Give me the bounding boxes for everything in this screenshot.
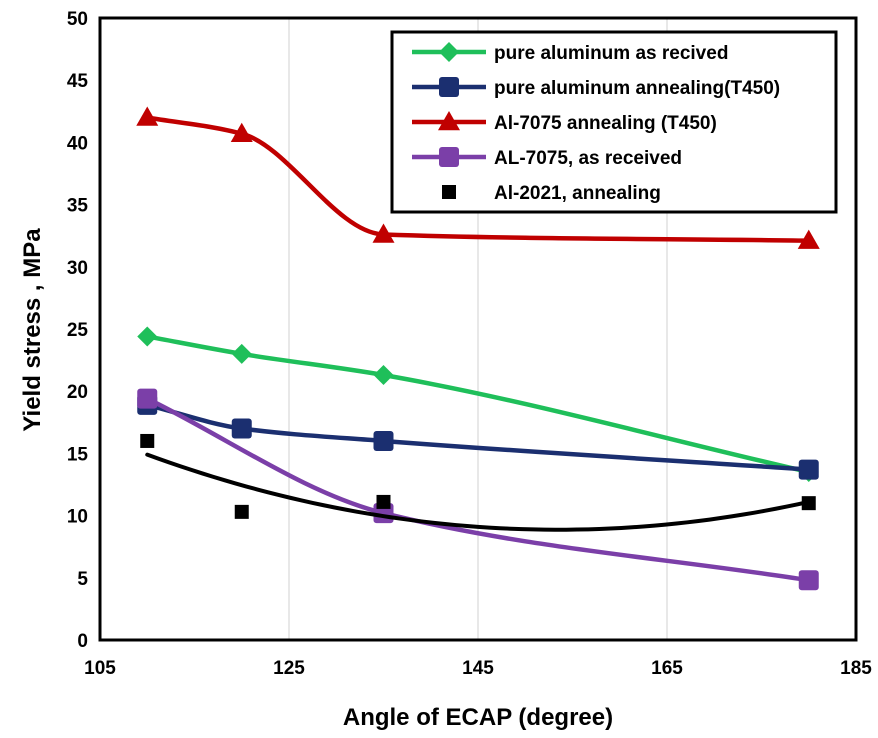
legend-label: Al-7075 annealing (T450) [494,113,717,134]
y-tick-label: 0 [77,631,88,652]
legend-item: Al-2021, annealing [442,183,661,204]
ticks: 105 125 145 165 185 0 5 10 15 20 25 30 35 40 45 50 [67,9,872,679]
data-point [234,504,249,519]
data-point [798,459,819,480]
legend-item: pure aluminum annealing(T450) [412,77,780,99]
series-2 [136,106,820,249]
y-tick-label: 50 [67,9,88,30]
x-tick-label: 105 [84,658,116,679]
legend-swatch-marker [439,77,459,97]
data-point [231,418,252,439]
x-tick-label: 145 [462,658,494,679]
y-tick-label: 35 [67,196,89,217]
y-tick-label: 5 [77,569,88,590]
y-tick-label: 15 [67,444,89,465]
series-4 [140,433,816,532]
legend-item: AL-7075, as received [412,147,682,169]
data-point [372,223,395,243]
y-tick-label: 45 [67,71,89,92]
data-point [137,388,158,409]
legend-swatch-marker [442,185,456,199]
data-point [140,433,155,448]
legend-swatch-marker [438,111,460,131]
legend-swatch-marker [439,147,459,167]
x-tick-label: 185 [840,658,872,679]
legend-label: pure aluminum annealing(T450) [494,78,780,99]
plot-frame [98,16,858,642]
y-tick-label: 40 [67,133,88,154]
data-point [136,106,159,126]
y-tick-label: 10 [67,507,88,528]
legend-label: pure aluminum as recived [494,43,728,64]
series-line [145,115,811,243]
x-tick-label: 125 [273,658,305,679]
y-tick-label: 20 [67,382,88,403]
data-point [797,229,820,249]
series-trendline [145,452,811,532]
data-point [376,494,391,509]
legend-label: Al-2021, annealing [494,183,661,204]
series-layer [136,106,820,591]
legend-label: AL-7075, as received [494,148,682,169]
x-axis-title: Angle of ECAP (degree) [343,704,613,731]
y-tick-label: 25 [67,320,89,341]
legend-swatch-marker [439,42,459,62]
data-point [801,496,816,511]
x-tick-label: 165 [651,658,683,679]
legend-item: Al-7075 annealing (T450) [412,111,717,134]
data-point [798,570,819,591]
data-point [373,365,394,386]
data-point [231,343,252,364]
y-axis-title: Yield stress , MPa [19,228,46,432]
legend: pure aluminum as recived pure aluminum an… [390,30,838,214]
data-point [230,122,253,142]
data-point [373,430,394,451]
y-tick-label: 30 [67,258,88,279]
data-point [137,326,158,347]
legend-item: pure aluminum as recived [412,42,728,64]
